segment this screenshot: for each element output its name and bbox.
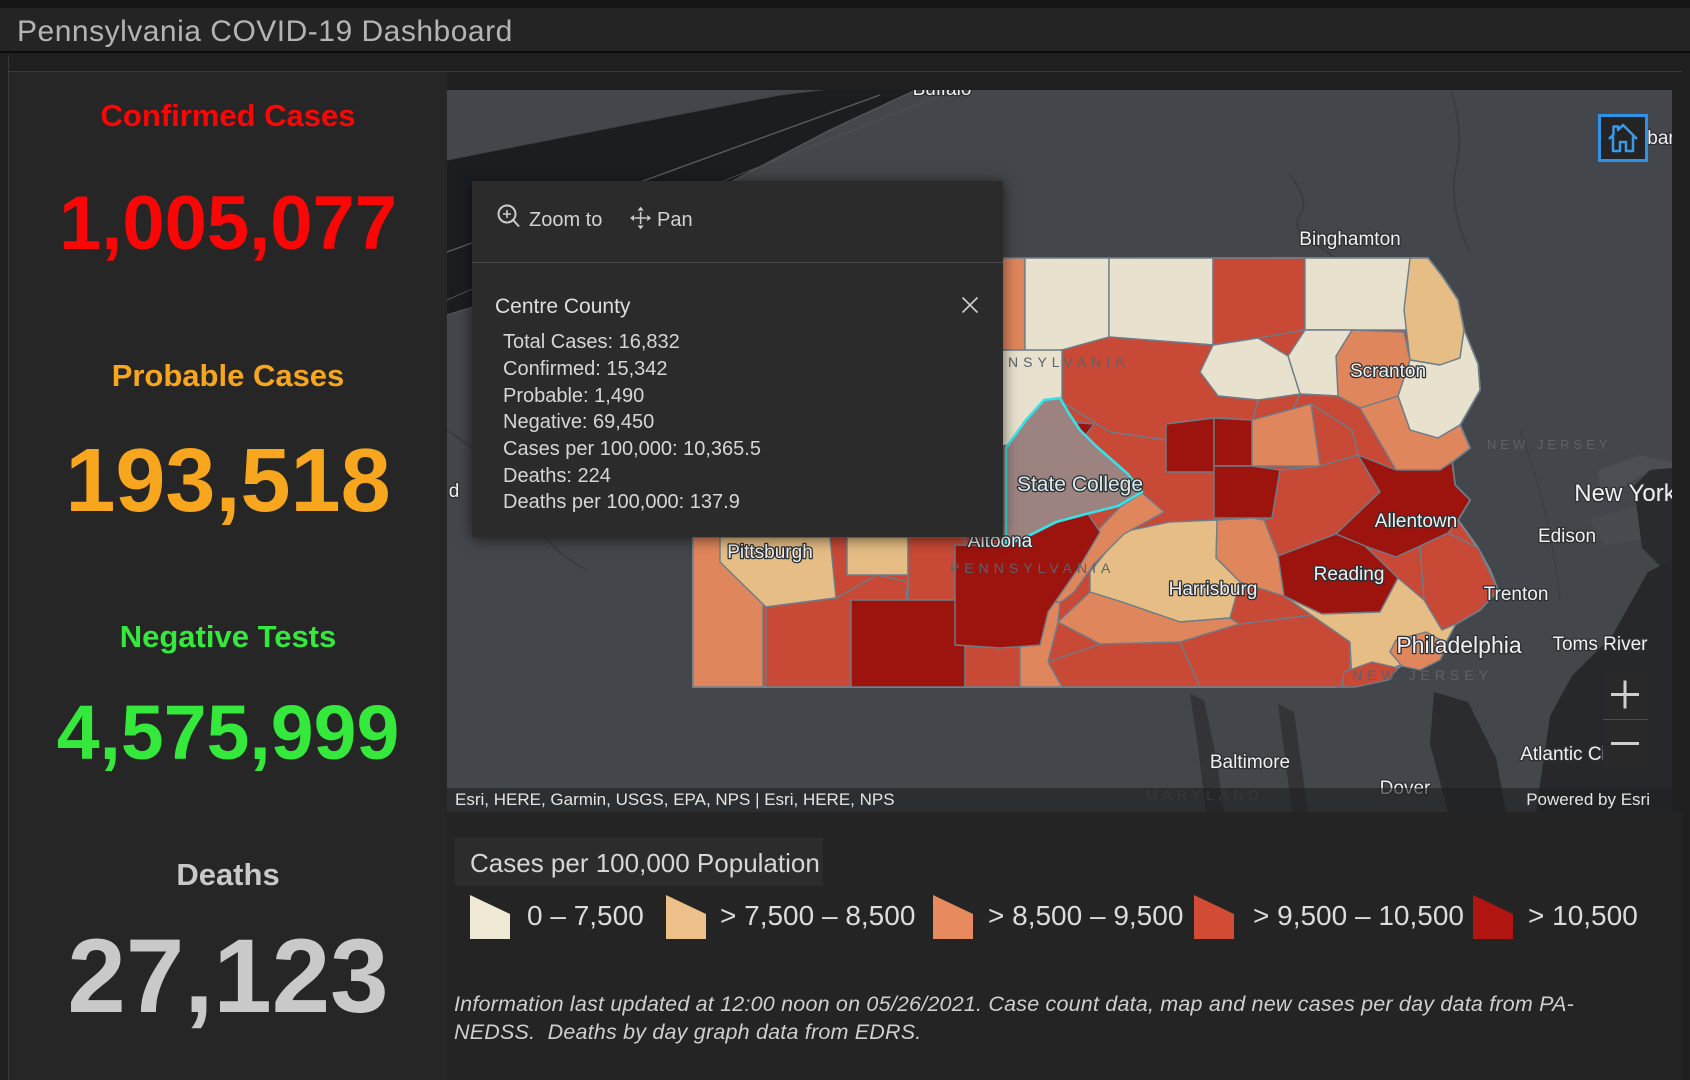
svg-text:NSYLVANIA: NSYLVANIA [1008,354,1130,370]
svg-text:NEW JERSEY: NEW JERSEY [1487,437,1612,452]
svg-text:Pittsburgh: Pittsburgh [727,542,813,563]
svg-text:Harrisburg: Harrisburg [1169,579,1258,600]
svg-text:Trenton: Trenton [1484,584,1549,605]
svg-text:d: d [449,481,460,502]
svg-text:Toms River: Toms River [1552,634,1648,655]
svg-text:New York: New York [1574,480,1672,507]
svg-text:bar: bar [1647,128,1672,149]
svg-text:Scranton: Scranton [1350,361,1426,382]
svg-text:Allentown: Allentown [1375,511,1457,532]
svg-text:Baltimore: Baltimore [1210,752,1290,773]
svg-text:Buffalo: Buffalo [913,90,972,100]
svg-text:Reading: Reading [1314,564,1385,585]
svg-text:Philadelphia: Philadelphia [1396,632,1522,658]
svg-text:Edison: Edison [1538,526,1596,547]
svg-text:State College: State College [1017,473,1143,496]
svg-text:Atlantic Ci: Atlantic Ci [1520,744,1606,765]
svg-text:NEW JERSEY: NEW JERSEY [1352,667,1493,683]
svg-text:PENNSYLVANIA: PENNSYLVANIA [950,560,1115,576]
svg-text:Binghamton: Binghamton [1299,229,1400,250]
